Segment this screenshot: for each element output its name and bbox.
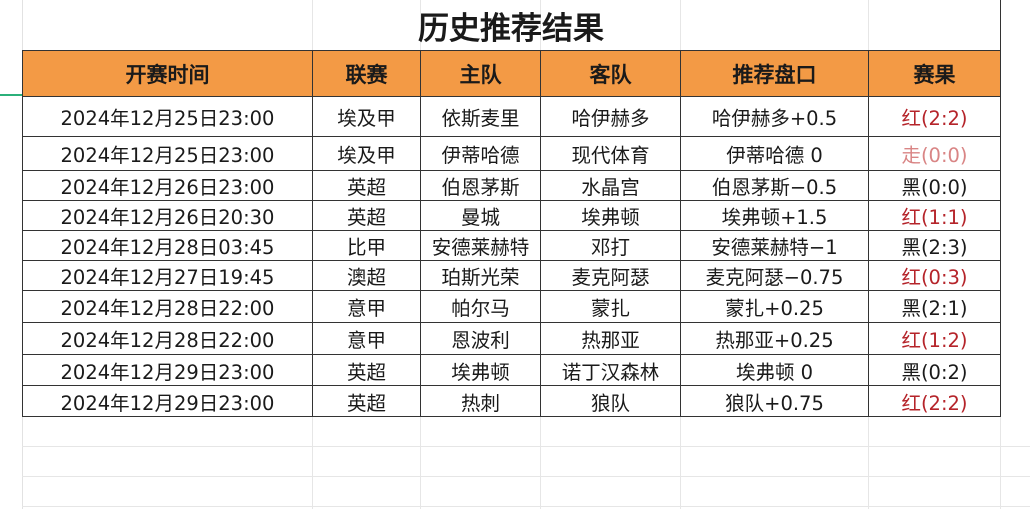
cell-result[interactable]: 黑(2:1) — [868, 290, 1001, 323]
cell-away[interactable]: 热那亚 — [540, 322, 681, 355]
cell-pick[interactable]: 伊蒂哈德 0 — [680, 136, 869, 171]
cell-home[interactable]: 伊蒂哈德 — [420, 136, 541, 171]
header-result[interactable]: 赛果 — [868, 50, 1001, 97]
cell-home[interactable]: 伯恩茅斯 — [420, 170, 541, 201]
cell-pick[interactable]: 麦克阿瑟−0.75 — [680, 260, 869, 291]
cell-away[interactable]: 哈伊赫多 — [540, 96, 681, 137]
header-away[interactable]: 客队 — [540, 50, 681, 97]
cell-home[interactable]: 珀斯光荣 — [420, 260, 541, 291]
cell-result[interactable]: 红(2:2) — [868, 385, 1001, 417]
table-row: 2024年12月26日20:30 英超 曼城 埃弗顿 埃弗顿+1.5 红(1:1) — [22, 200, 1001, 231]
cell-home[interactable]: 热刺 — [420, 385, 541, 417]
cell-pick[interactable]: 埃弗顿+1.5 — [680, 200, 869, 231]
cell-home[interactable]: 埃弗顿 — [420, 354, 541, 386]
cell-pick[interactable]: 安德莱赫特−1 — [680, 230, 869, 261]
cell-pick[interactable]: 哈伊赫多+0.5 — [680, 96, 869, 137]
table-row: 2024年12月29日23:00 英超 热刺 狼队 狼队+0.75 红(2:2) — [22, 385, 1001, 417]
table-row: 2024年12月25日23:00 埃及甲 伊蒂哈德 现代体育 伊蒂哈德 0 走(0:0) — [22, 136, 1001, 171]
cell-home[interactable]: 恩波利 — [420, 322, 541, 355]
cell-time[interactable]: 2024年12月29日23:00 — [22, 354, 313, 386]
table-row: 2024年12月28日22:00 意甲 恩波利 热那亚 热那亚+0.25 红(1:2) — [22, 322, 1001, 355]
cell-result[interactable]: 红(0:3) — [868, 260, 1001, 291]
cell-time[interactable]: 2024年12月28日03:45 — [22, 230, 313, 261]
cell-result[interactable]: 黑(2:3) — [868, 230, 1001, 261]
results-table: 开赛时间 联赛 主队 客队 推荐盘口 赛果 2024年12月25日23:00 埃及… — [22, 50, 1001, 417]
gridline — [22, 476, 1030, 477]
cell-home[interactable]: 依斯麦里 — [420, 96, 541, 137]
cell-league[interactable]: 英超 — [312, 170, 421, 201]
cell-time[interactable]: 2024年12月25日23:00 — [22, 96, 313, 137]
table-row: 2024年12月28日03:45 比甲 安德莱赫特 邓打 安德莱赫特−1 黑(2:3) — [22, 230, 1001, 261]
cell-pick[interactable]: 伯恩茅斯−0.5 — [680, 170, 869, 201]
cell-league[interactable]: 埃及甲 — [312, 136, 421, 171]
table-row: 2024年12月26日23:00 英超 伯恩茅斯 水晶宫 伯恩茅斯−0.5 黑(0:0) — [22, 170, 1001, 201]
cell-away[interactable]: 诺丁汉森林 — [540, 354, 681, 386]
cell-time[interactable]: 2024年12月29日23:00 — [22, 385, 313, 417]
cell-result[interactable]: 黑(0:0) — [868, 170, 1001, 201]
cell-away[interactable]: 水晶宫 — [540, 170, 681, 201]
cell-away[interactable]: 麦克阿瑟 — [540, 260, 681, 291]
table-row: 2024年12月25日23:00 埃及甲 依斯麦里 哈伊赫多 哈伊赫多+0.5 红(2:2… — [22, 96, 1001, 137]
cell-away[interactable]: 蒙扎 — [540, 290, 681, 323]
gridline — [22, 506, 1030, 507]
cell-pick[interactable]: 蒙扎+0.25 — [680, 290, 869, 323]
header-row: 开赛时间 联赛 主队 客队 推荐盘口 赛果 — [22, 50, 1001, 97]
cell-result[interactable]: 走(0:0) — [868, 136, 1001, 171]
cell-league[interactable]: 英超 — [312, 354, 421, 386]
cell-result[interactable]: 黑(0:2) — [868, 354, 1001, 386]
cell-away[interactable]: 邓打 — [540, 230, 681, 261]
cell-time[interactable]: 2024年12月25日23:00 — [22, 136, 313, 171]
cell-league[interactable]: 英超 — [312, 200, 421, 231]
cell-time[interactable]: 2024年12月26日20:30 — [22, 200, 313, 231]
cell-home[interactable]: 安德莱赫特 — [420, 230, 541, 261]
cell-time[interactable]: 2024年12月28日22:00 — [22, 290, 313, 323]
cell-league[interactable]: 比甲 — [312, 230, 421, 261]
gridline — [1000, 0, 1001, 509]
table-row: 2024年12月28日22:00 意甲 帕尔马 蒙扎 蒙扎+0.25 黑(2:1) — [22, 290, 1001, 323]
cell-result[interactable]: 红(1:1) — [868, 200, 1001, 231]
cell-league[interactable]: 意甲 — [312, 290, 421, 323]
cell-home[interactable]: 帕尔马 — [420, 290, 541, 323]
cell-league[interactable]: 英超 — [312, 385, 421, 417]
cell-league[interactable]: 埃及甲 — [312, 96, 421, 137]
cell-time[interactable]: 2024年12月26日23:00 — [22, 170, 313, 201]
cell-pick[interactable]: 埃弗顿 0 — [680, 354, 869, 386]
cell-pick[interactable]: 热那亚+0.25 — [680, 322, 869, 355]
cell-result[interactable]: 红(2:2) — [868, 96, 1001, 137]
cell-away[interactable]: 现代体育 — [540, 136, 681, 171]
header-time[interactable]: 开赛时间 — [22, 50, 313, 97]
sheet-title[interactable]: 历史推荐结果 — [22, 0, 1001, 50]
cell-away[interactable]: 狼队 — [540, 385, 681, 417]
header-league[interactable]: 联赛 — [312, 50, 421, 97]
row-header-strip[interactable] — [0, 0, 23, 509]
table-row: 2024年12月29日23:00 英超 埃弗顿 诺丁汉森林 埃弗顿 0 黑(0:2) — [22, 354, 1001, 386]
cell-league[interactable]: 意甲 — [312, 322, 421, 355]
cell-home[interactable]: 曼城 — [420, 200, 541, 231]
selected-row-indicator — [0, 94, 22, 96]
cell-pick[interactable]: 狼队+0.75 — [680, 385, 869, 417]
cell-time[interactable]: 2024年12月27日19:45 — [22, 260, 313, 291]
table-row: 2024年12月27日19:45 澳超 珀斯光荣 麦克阿瑟 麦克阿瑟−0.75 红(0:3… — [22, 260, 1001, 291]
cell-time[interactable]: 2024年12月28日22:00 — [22, 322, 313, 355]
cell-league[interactable]: 澳超 — [312, 260, 421, 291]
cell-result[interactable]: 红(1:2) — [868, 322, 1001, 355]
cell-away[interactable]: 埃弗顿 — [540, 200, 681, 231]
gridline — [22, 446, 1030, 447]
header-home[interactable]: 主队 — [420, 50, 541, 97]
header-pick[interactable]: 推荐盘口 — [680, 50, 869, 97]
